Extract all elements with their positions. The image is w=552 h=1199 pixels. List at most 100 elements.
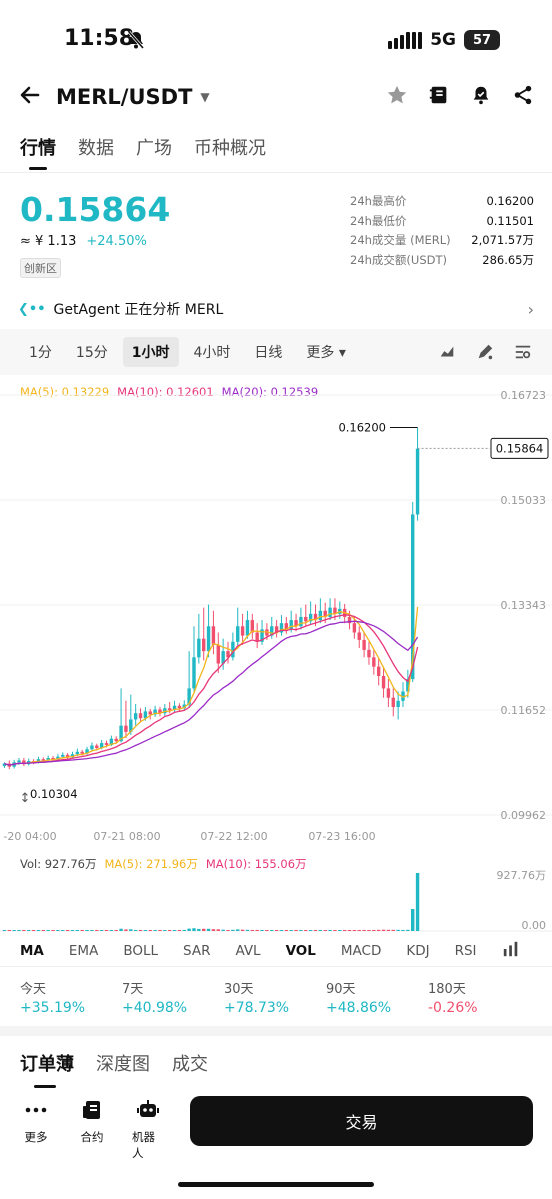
candle-body: [260, 629, 264, 642]
indicator-avl[interactable]: AVL: [235, 943, 261, 959]
volume-bar: [124, 929, 128, 931]
volume-bar: [294, 930, 298, 931]
volume-bar: [187, 928, 191, 931]
candle-body: [328, 607, 332, 617]
draw-tool-icon[interactable]: [476, 343, 494, 365]
volume-bar: [328, 930, 332, 931]
volume-bar: [333, 930, 337, 931]
alert-bell-icon[interactable]: [470, 84, 492, 110]
getagent-text: GetAgent 正在分析 MERL: [53, 302, 224, 318]
price-sub: ≈ ¥ 1.13 +24.50%: [20, 234, 147, 249]
volume-bar: [226, 930, 230, 931]
indicator-rsi[interactable]: RSI: [454, 943, 477, 959]
status-right: 5G 57: [388, 30, 500, 50]
indicator-settings-icon[interactable]: [502, 940, 520, 962]
volume-bar: [401, 929, 405, 931]
robot-button[interactable]: 机器人: [132, 1100, 164, 1161]
volume-bar: [65, 930, 70, 931]
perf-item: 90天 +48.86%: [326, 978, 428, 1016]
candle-body: [148, 711, 152, 715]
tab-data[interactable]: 数据: [78, 138, 114, 159]
notebook-icon[interactable]: [428, 84, 450, 110]
candle-body: [197, 638, 201, 658]
candle-body: [36, 759, 41, 762]
more-button[interactable]: 更多: [20, 1100, 52, 1161]
tab-trades[interactable]: 成交: [172, 1054, 208, 1075]
main-tabs: 行情 数据 广场 币种概况: [20, 134, 266, 170]
indicator-boll[interactable]: BOLL: [123, 943, 159, 959]
interval-1h[interactable]: 1小时: [122, 337, 179, 367]
tab-orderbook[interactable]: 订单薄: [20, 1050, 74, 1088]
chevron-right-icon: ›: [527, 299, 534, 319]
volume-bar: [304, 930, 308, 931]
cny-price: ≈ ¥ 1.13: [20, 234, 77, 249]
volume-bar: [56, 930, 60, 931]
battery-level: 57: [472, 32, 492, 48]
x-tick-label: -20 04:00: [3, 830, 56, 843]
candle-body: [99, 743, 104, 749]
pair-title[interactable]: MERL/USDT: [56, 85, 193, 109]
caret-down-icon[interactable]: ▼: [200, 90, 210, 104]
indicator-kdj[interactable]: KDJ: [406, 943, 430, 959]
perf-period: 90天: [326, 982, 356, 997]
candle-body: [167, 708, 172, 711]
trade-button[interactable]: 交易: [190, 1096, 533, 1146]
status-time: 11:58: [64, 26, 135, 51]
candle-body: [255, 632, 259, 642]
stats-panel: 24h最高价 0.16200 24h最低价 0.11501 24h成交量 (MERL…: [350, 192, 534, 270]
tab-market[interactable]: 行情: [20, 134, 56, 170]
volume-bar: [12, 930, 16, 931]
stat-value: 2,071.57万: [471, 233, 534, 247]
candle-body: [129, 719, 133, 732]
perf-period: 180天: [428, 982, 466, 997]
candlestick-chart[interactable]: 0.16723 0.15033 0.13343 0.11652 0.09962 -20 0…: [0, 375, 552, 845]
interval-tabs: 1分 15分 1小时 4小时 日线 更多 ▾: [20, 337, 355, 367]
y-tick-label: 0.11652: [501, 704, 547, 717]
candle-body: [367, 649, 371, 658]
home-indicator: [178, 1182, 374, 1187]
volume-bar: [318, 929, 323, 931]
tab-square[interactable]: 广场: [136, 138, 172, 159]
indicator-vol[interactable]: VOL: [285, 943, 316, 959]
volume-bar: [109, 930, 114, 931]
interval-more[interactable]: 更多 ▾: [306, 345, 346, 361]
perf-item: 7天 +40.98%: [122, 978, 224, 1016]
perf-value: +35.19%: [20, 1000, 86, 1016]
indicator-sar[interactable]: SAR: [183, 943, 211, 959]
tab-coin-overview[interactable]: 币种概况: [194, 138, 266, 159]
interval-4h[interactable]: 4小时: [193, 345, 231, 361]
back-arrow-icon[interactable]: [18, 83, 42, 111]
tab-depth[interactable]: 深度图: [96, 1054, 150, 1075]
candle-body: [206, 626, 211, 652]
chart-settings-icon[interactable]: [514, 343, 532, 365]
contract-button[interactable]: 合约: [76, 1100, 108, 1161]
candle-body: [51, 757, 55, 760]
interval-1d[interactable]: 日线: [254, 345, 283, 361]
interval-1m[interactable]: 1分: [29, 345, 52, 361]
volume-bar: [22, 930, 26, 931]
stat-label: 24h最高价: [350, 194, 407, 208]
candle-body: [406, 679, 410, 692]
indicator-ema[interactable]: EMA: [68, 943, 99, 959]
star-icon[interactable]: [386, 84, 408, 110]
candle-body: [2, 763, 7, 767]
getagent-logo-icon: ❮••: [18, 301, 46, 317]
share-icon[interactable]: [512, 84, 534, 110]
section-gap: [0, 1026, 552, 1036]
getagent-banner[interactable]: ❮•• GetAgent 正在分析 MERL ›: [18, 296, 534, 322]
volume-bar: [342, 930, 347, 931]
perf-period: 7天: [122, 982, 144, 997]
more-label: 更多: [24, 1130, 48, 1144]
candle-body: [333, 607, 337, 614]
volume-bar: [391, 929, 395, 931]
candle-body: [17, 760, 21, 763]
volume-bar: [163, 930, 167, 931]
indicator-macd[interactable]: MACD: [340, 943, 382, 959]
interval-15m[interactable]: 15分: [75, 345, 108, 361]
chart-type-icon[interactable]: [438, 343, 456, 365]
candle-body: [357, 632, 361, 640]
volume-bar: [143, 930, 148, 931]
indicator-ma[interactable]: MA: [20, 943, 44, 959]
battery-icon: 57: [464, 30, 500, 50]
candle-body: [411, 514, 415, 680]
